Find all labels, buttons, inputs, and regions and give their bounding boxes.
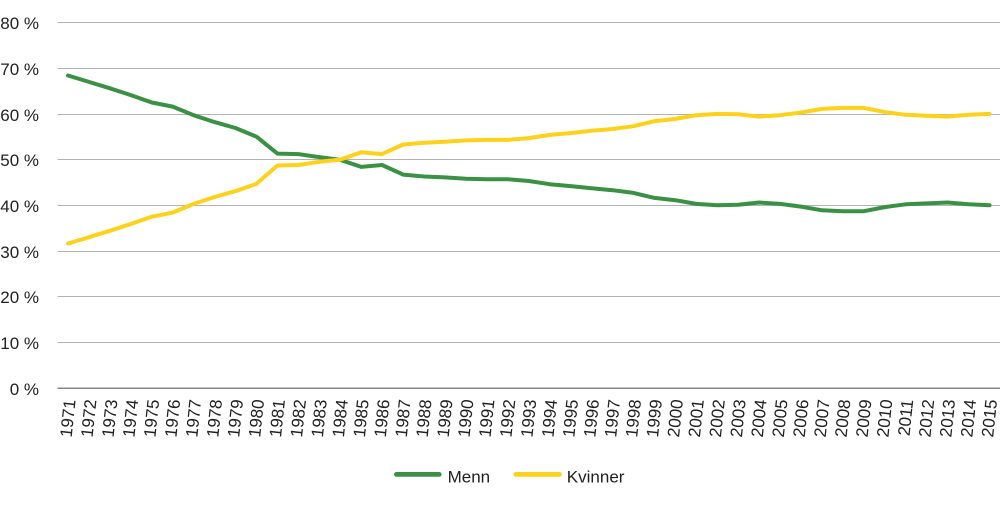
svg-text:80 %: 80 % (0, 14, 39, 33)
svg-text:1991: 1991 (476, 399, 499, 439)
svg-text:1973: 1973 (99, 399, 122, 439)
svg-text:2014: 2014 (957, 399, 980, 439)
svg-text:2009: 2009 (853, 399, 876, 439)
svg-text:50 %: 50 % (0, 151, 39, 170)
svg-text:1995: 1995 (559, 399, 582, 439)
svg-text:1992: 1992 (496, 399, 519, 439)
svg-text:2012: 2012 (915, 399, 938, 439)
svg-text:1975: 1975 (140, 399, 163, 439)
svg-text:1989: 1989 (434, 399, 457, 439)
svg-text:2013: 2013 (936, 399, 959, 439)
svg-text:2006: 2006 (790, 399, 813, 439)
svg-text:1985: 1985 (350, 399, 373, 439)
svg-text:1978: 1978 (203, 399, 226, 439)
svg-text:60 %: 60 % (0, 106, 39, 125)
svg-text:1994: 1994 (538, 399, 561, 439)
svg-text:40 %: 40 % (0, 197, 39, 216)
svg-text:2011: 2011 (895, 399, 918, 437)
svg-text:2015: 2015 (978, 399, 1000, 439)
svg-text:2003: 2003 (727, 399, 750, 439)
svg-text:2001: 2001 (685, 399, 708, 439)
svg-text:1983: 1983 (308, 399, 331, 439)
svg-text:1999: 1999 (643, 399, 666, 439)
svg-text:Menn: Menn (448, 467, 491, 486)
svg-text:30 %: 30 % (0, 243, 39, 262)
svg-text:1981: 1981 (266, 399, 289, 439)
svg-text:1982: 1982 (287, 399, 310, 439)
svg-text:2002: 2002 (706, 399, 729, 439)
svg-text:1990: 1990 (455, 399, 478, 439)
svg-text:2008: 2008 (832, 399, 855, 439)
svg-text:2005: 2005 (769, 399, 792, 439)
svg-text:1980: 1980 (245, 399, 268, 439)
svg-text:1974: 1974 (119, 399, 142, 439)
svg-text:2004: 2004 (748, 399, 771, 439)
svg-text:1996: 1996 (580, 399, 603, 439)
svg-text:1998: 1998 (622, 399, 645, 439)
svg-text:1971: 1971 (57, 399, 80, 439)
svg-text:1972: 1972 (78, 399, 101, 439)
svg-text:0 %: 0 % (10, 380, 39, 399)
svg-text:1976: 1976 (161, 399, 184, 439)
svg-text:2000: 2000 (664, 399, 687, 439)
svg-text:1988: 1988 (413, 399, 436, 439)
svg-text:20 %: 20 % (0, 288, 39, 307)
svg-text:1984: 1984 (329, 399, 352, 439)
svg-text:2010: 2010 (873, 399, 896, 439)
svg-text:2007: 2007 (811, 399, 834, 439)
svg-text:Kvinner: Kvinner (567, 467, 625, 486)
svg-text:1977: 1977 (182, 399, 205, 439)
svg-text:10 %: 10 % (0, 334, 39, 353)
svg-text:1979: 1979 (224, 399, 247, 439)
svg-text:1986: 1986 (371, 399, 394, 439)
svg-text:1997: 1997 (601, 399, 624, 439)
svg-text:1993: 1993 (517, 399, 540, 439)
svg-text:1987: 1987 (392, 399, 415, 439)
svg-text:70 %: 70 % (0, 60, 39, 79)
